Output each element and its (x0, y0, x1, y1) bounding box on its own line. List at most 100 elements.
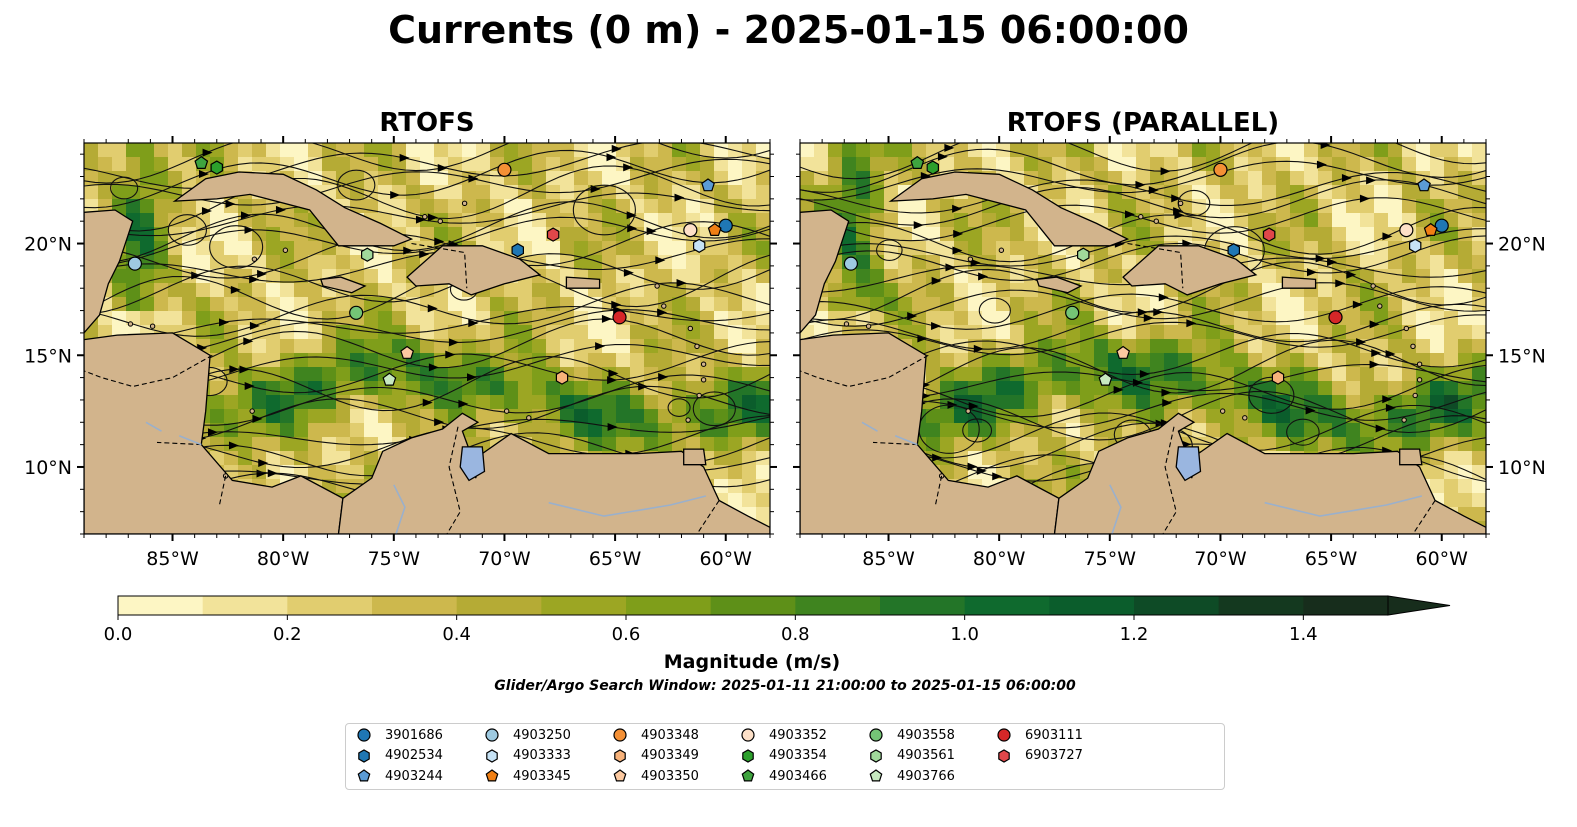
float-marker-6903111[interactable] (612, 310, 627, 325)
lat-tick-label: 20°N (24, 234, 72, 256)
lat-tick-label: 15°N (24, 345, 72, 367)
lon-tick-label: 70°W (478, 548, 531, 570)
legend-label: 4903345 (513, 768, 571, 784)
colorbar-segment (541, 596, 627, 615)
legend-item-4903333: 4903333 (484, 748, 571, 764)
land-hispaniola (1122, 245, 1258, 296)
float-marker-3901686[interactable] (718, 218, 733, 233)
colorbar-segment (372, 596, 458, 615)
float-marker-4903558[interactable] (349, 305, 364, 320)
colorbar-segment (287, 596, 373, 615)
float-marker-4903345[interactable] (707, 222, 722, 236)
float-marker-4903250[interactable] (843, 256, 858, 271)
legend-label: 3901686 (385, 727, 443, 743)
float-marker-4903348[interactable] (497, 162, 512, 177)
legend-item-4903350: 4903350 (612, 768, 699, 784)
legend-label: 4903350 (641, 768, 699, 784)
legend-marker-icon (870, 748, 882, 763)
float-marker-4903354[interactable] (210, 160, 223, 175)
colorbar-segment (1303, 596, 1389, 615)
float-marker-6903111[interactable] (1328, 310, 1343, 325)
colorbar-segment (202, 596, 288, 615)
legend-item-3901686: 3901686 (356, 727, 443, 743)
float-marker-4903244[interactable] (701, 178, 715, 192)
legend-item-4903244: 4903244 (356, 768, 443, 784)
colorbar-segment (880, 596, 966, 615)
colorbar-segment (626, 596, 712, 615)
float-marker-4902534[interactable] (511, 243, 525, 258)
colorbar-segment (710, 596, 796, 615)
land-southam (337, 412, 770, 534)
float-marker-4903250[interactable] (127, 256, 142, 271)
lon-tick-label: 80°W (257, 548, 310, 570)
colorbar-tick-label: 0.6 (612, 624, 641, 645)
float-marker-4903352[interactable] (1399, 223, 1414, 238)
float-marker-6903727[interactable] (1262, 227, 1276, 242)
colorbar-tick-label: 1.4 (1289, 624, 1318, 645)
legend-marker-icon (358, 748, 370, 763)
panel-title-rtofs-parallel: RTOFS (PARALLEL) (1006, 108, 1280, 138)
legend-label: 4903352 (769, 727, 827, 743)
float-marker-4902534[interactable] (1227, 243, 1241, 258)
land-jamaica (1035, 276, 1083, 294)
legend-label: 4903348 (641, 727, 699, 743)
float-marker-4903349[interactable] (555, 370, 569, 385)
float-marker-4903350[interactable] (400, 345, 415, 359)
legend-label: 4903766 (897, 768, 955, 784)
map-panel-rtofs[interactable]: 85°W 80°W 75°W 70°W 65°W 60°W 20°N 15°N 10°N (24, 124, 777, 570)
float-marker-4903350[interactable] (1116, 345, 1131, 359)
land-central (800, 332, 1060, 534)
lon-tick-label: 70°W (1194, 548, 1247, 570)
legend-marker-icon (357, 728, 371, 742)
float-marker-4903333[interactable] (692, 238, 706, 253)
float-markers (843, 155, 1449, 386)
land-puertorico (1281, 276, 1317, 289)
float-marker-3901686[interactable] (1434, 218, 1449, 233)
lon-tick-label: 65°W (589, 548, 642, 570)
float-marker-4903333[interactable] (1408, 238, 1422, 253)
panel-title-rtofs: RTOFS (379, 108, 475, 138)
float-marker-4903349[interactable] (1271, 370, 1285, 385)
legend-item-4903354: 4903354 (740, 748, 827, 764)
land-trinidad (1399, 448, 1423, 466)
float-marker-4903561[interactable] (361, 247, 374, 262)
land-central (84, 332, 344, 534)
legend-label: 4903250 (513, 727, 571, 743)
map-panel-rtofs-parallel[interactable]: 85°W 80°W 75°W 70°W 65°W 60°W 20°N 15°N 10°N (793, 123, 1546, 570)
colorbar-segment (795, 596, 881, 615)
legend-item-6903111: 6903111 (996, 727, 1083, 743)
land-maracaibo (1175, 446, 1202, 482)
float-marker-4903352[interactable] (683, 223, 698, 238)
legend-item-4903349: 4903349 (612, 748, 699, 764)
float-marker-6903727[interactable] (546, 227, 560, 242)
land-yucatan (800, 209, 850, 334)
land-cuba (888, 171, 1130, 247)
float-marker-4903244[interactable] (1417, 178, 1431, 192)
legend-label: 4903561 (897, 748, 955, 763)
float-marker-4903345[interactable] (1423, 222, 1438, 236)
float-marker-4903348[interactable] (1213, 162, 1228, 177)
legend-marker-icon (742, 748, 754, 763)
float-marker-4903466[interactable] (194, 155, 209, 169)
legend-label: 4903244 (385, 768, 443, 784)
float-marker-4903354[interactable] (926, 160, 940, 175)
float-marker-4903561[interactable] (1076, 247, 1090, 262)
colorbar-tick-label: 1.0 (950, 624, 979, 645)
float-marker-4903558[interactable] (1065, 305, 1080, 320)
colorbar-tick-label: 0.0 (104, 624, 133, 645)
legend-item-4903348: 4903348 (612, 727, 699, 743)
float-marker-4903466[interactable] (910, 155, 925, 169)
float-legend: 3901686 4902534 4903244 4903250 4903333 49033… (345, 723, 1225, 790)
lat-tick-label: 15°N (1498, 345, 1546, 367)
lon-tick-label: 80°W (973, 548, 1026, 570)
colorbar-segment (964, 596, 1050, 615)
float-marker-4903766[interactable] (382, 372, 397, 386)
colorbar-tick-label: 0.2 (273, 624, 302, 645)
float-marker-4903766[interactable] (1098, 372, 1113, 386)
land-trinidad (683, 448, 707, 466)
land-masses (800, 171, 1486, 534)
legend-item-4903561: 4903561 (868, 748, 955, 764)
colorbar-tick-label: 0.8 (781, 624, 810, 645)
legend-marker-icon (741, 728, 755, 742)
